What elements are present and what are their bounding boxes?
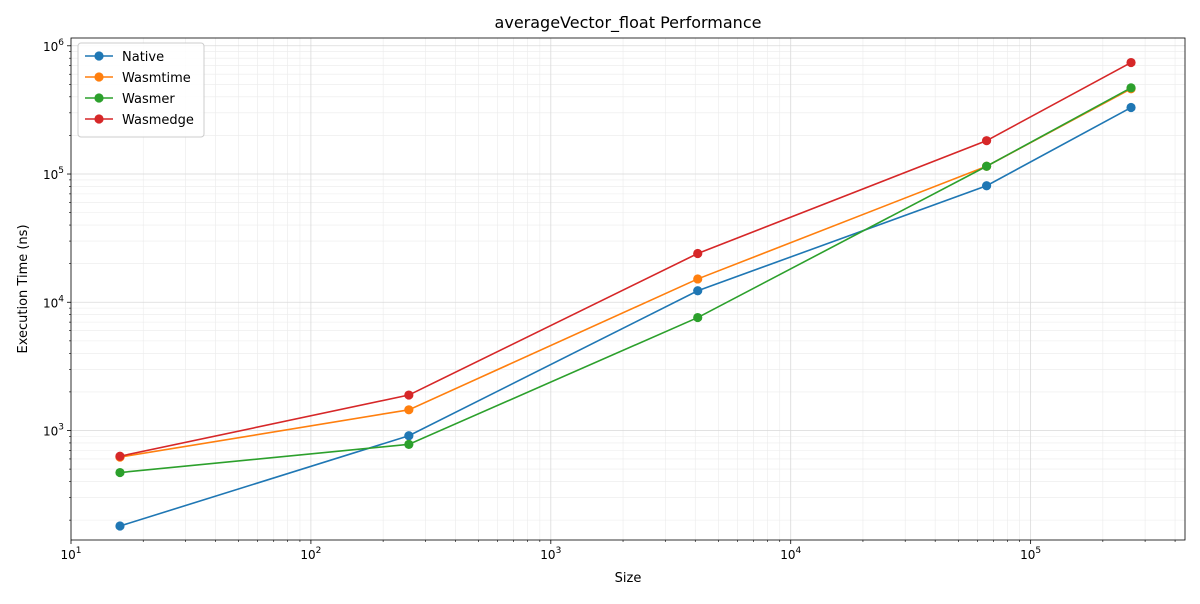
legend-label-wasmer: Wasmer: [122, 92, 175, 107]
data-point-native: [115, 521, 125, 531]
x-axis-ticks: 101 102 103 104 105: [60, 540, 1176, 562]
chart-title: averageVector_float Performance: [495, 13, 762, 33]
data-point-wasmedge: [115, 451, 125, 461]
data-point-wasmtime: [693, 274, 703, 284]
series-layer: [115, 57, 1136, 531]
data-point-native: [1126, 102, 1136, 113]
data-point-wasmedge: [404, 390, 414, 400]
legend-label-wasmtime: Wasmtime: [122, 71, 191, 86]
y-tick-label: 103: [43, 423, 64, 439]
minor-grid: [71, 38, 1185, 540]
data-point-wasmer: [115, 467, 125, 478]
data-point-wasmer: [1126, 83, 1136, 93]
data-point-wasmer: [404, 439, 414, 449]
y-tick-label: 106: [43, 38, 64, 54]
plot-frame: [70, 37, 1186, 541]
legend-label-native: Native: [122, 50, 164, 65]
data-point-native: [693, 286, 703, 296]
x-tick-label: 101: [60, 546, 81, 562]
data-point-wasmer: [982, 161, 992, 171]
y-axis-ticks: 103 104 105 106: [43, 38, 71, 521]
data-point-native: [982, 181, 992, 191]
y-tick-label: 105: [43, 166, 64, 182]
legend-marker-wasmedge: [94, 114, 104, 124]
x-tick-label: 102: [300, 546, 321, 562]
legend-marker-wasmer: [94, 93, 104, 103]
data-point-wasmedge: [982, 136, 992, 146]
legend-box: [77, 42, 205, 138]
data-point-native: [404, 431, 414, 441]
data-point-wasmedge: [693, 248, 703, 259]
y-tick-label: 104: [43, 294, 64, 310]
data-point-wasmer: [693, 312, 703, 323]
x-tick-label: 105: [1020, 546, 1041, 562]
x-tick-label: 104: [780, 546, 801, 562]
legend-label-wasmedge: Wasmedge: [122, 113, 194, 128]
data-point-wasmedge: [1126, 57, 1136, 68]
legend-marker-wasmtime: [94, 72, 104, 82]
x-tick-label: 103: [540, 546, 561, 562]
data-point-wasmtime: [404, 405, 414, 415]
legend: Native Wasmtime Wasmer Wasmedge: [77, 42, 205, 138]
legend-marker-native: [94, 51, 104, 61]
x-axis-label: Size: [615, 571, 642, 586]
y-axis-label: Execution Time (ns): [16, 224, 31, 353]
